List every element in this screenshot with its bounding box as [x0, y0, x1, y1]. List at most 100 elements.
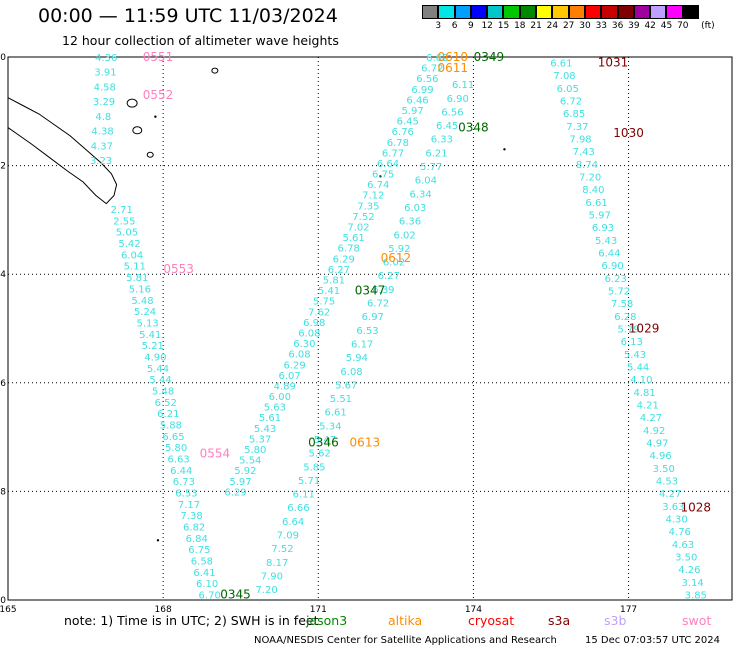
island-dot [154, 115, 157, 118]
wave-height-value: 6.52 [155, 398, 177, 409]
pass-time-label: 0611 [437, 61, 468, 75]
wave-height-value: 6.46 [406, 95, 428, 106]
wave-height-value: 5.67 [335, 380, 357, 391]
wave-height-value: 5.75 [313, 297, 335, 308]
pass-time-label: 0613 [350, 436, 381, 450]
wave-height-value: 5.92 [234, 466, 256, 477]
wave-height-value: 6.02 [394, 230, 416, 241]
wave-height-value: 2.71 [111, 205, 133, 216]
wave-height-value: 7.43 [573, 147, 595, 158]
wave-height-value: 4.53 [656, 477, 678, 488]
pass-time-label: 0347 [355, 283, 386, 297]
legend-label: 12 [481, 21, 493, 31]
wave-height-value: 6.41 [193, 568, 215, 579]
wave-height-value: 6.64 [282, 517, 304, 528]
wave-height-value: 6.99 [411, 85, 433, 96]
wave-height-value: 5.97 [229, 477, 251, 488]
wave-height-value: 6.05 [557, 84, 579, 95]
wave-height-value: 6.93 [592, 223, 614, 234]
wave-height-value: 8.40 [582, 185, 604, 196]
wave-height-value: 5.62 [309, 449, 331, 460]
satellite-s3a: s3a [548, 613, 571, 628]
wave-height-value: 6.17 [351, 339, 373, 350]
wave-height-value: 5.97 [401, 106, 423, 117]
wave-height-value: 5.71 [298, 476, 320, 487]
pass-time-label: 0553 [163, 262, 194, 276]
legend-label: 24 [546, 21, 559, 31]
wave-height-value: 6.74 [367, 180, 389, 191]
wave-height-value: 4.21 [637, 401, 659, 412]
legend-swatch [470, 5, 488, 19]
legend-swatch [536, 5, 553, 19]
legend-label: 70 [677, 21, 689, 31]
wave-height-value: 3.91 [94, 68, 116, 79]
wave-height-value: 5.41 [318, 286, 340, 297]
wave-height-value: 6.61 [324, 408, 346, 419]
wave-height-value: 6.45 [436, 121, 458, 132]
wave-height-value: 7.20 [579, 172, 601, 183]
wave-height-value: 7.20 [255, 585, 277, 596]
wave-height-value: 6.04 [415, 176, 437, 187]
wave-height-value: 6.58 [191, 557, 213, 568]
legend-label: 15 [497, 21, 510, 31]
wave-height-value: 6.82 [183, 523, 205, 534]
wave-height-value: 6.56 [416, 74, 438, 85]
wave-height-value: 7.02 [347, 223, 369, 234]
wave-height-value: 6.00 [269, 392, 291, 403]
timestamp: 15 Dec 07:03:57 UTC 2024 [585, 635, 720, 646]
wave-height-value: 5.43 [595, 236, 617, 247]
island-dot [503, 148, 506, 151]
wave-height-value: 6.34 [409, 189, 431, 200]
wave-height-value: 4.89 [274, 381, 296, 392]
pass-time-label: 0554 [200, 446, 231, 460]
lat-tick-label: -20 [0, 53, 6, 63]
pass-time-label: 1029 [629, 322, 660, 336]
wave-height-value: 6.30 [293, 339, 315, 350]
legend-label: 6 [451, 21, 458, 31]
wave-height-value: 6.10 [196, 579, 218, 590]
satellite-cryosat: cryosat [468, 613, 515, 628]
legend-swatch [454, 5, 471, 19]
wave-height-value: 7.12 [362, 191, 384, 202]
wave-height-value: 4.76 [669, 527, 691, 538]
wave-height-value: 6.21 [425, 148, 447, 159]
wave-height-value: 5.94 [346, 353, 368, 364]
wave-height-value: 5.77 [420, 162, 442, 173]
wave-height-value: 5.05 [116, 228, 138, 239]
legend-label: 36 [611, 21, 624, 31]
wave-height-value: 5.44 [627, 363, 649, 374]
wave-height-value: 6.02 [383, 258, 405, 269]
wave-height-value: 3.63 [662, 502, 684, 513]
wave-height-value: 8.17 [266, 558, 288, 569]
wave-height-value: 6.56 [441, 107, 463, 118]
legend-swatch [487, 5, 504, 19]
lon-tick-label: 165 [0, 605, 17, 615]
wave-height-value: 4.63 [672, 540, 694, 551]
pass-time-label: 1028 [681, 501, 712, 515]
wave-height-value: 6.85 [563, 109, 585, 120]
wave-height-value: 4.36 [95, 53, 117, 64]
wave-height-value: 6.98 [303, 318, 325, 329]
pass-time-label: 1030 [613, 126, 644, 140]
wave-height-value: 4.97 [646, 439, 668, 450]
wave-height-value: 6.77 [382, 148, 404, 159]
wave-height-value: 4.81 [633, 388, 655, 399]
lat-tick-label: -26 [0, 379, 6, 389]
wave-height-value: 5.44 [147, 364, 169, 375]
wave-height-value: 6.13 [621, 337, 643, 348]
wave-height-value: 7.17 [178, 500, 200, 511]
wave-height-value: 7.90 [261, 571, 283, 582]
legend-label: 33 [595, 21, 608, 31]
wave-height-value: 5.43 [254, 424, 276, 435]
wave-height-value: 6.64 [377, 159, 399, 170]
legend-swatch [633, 5, 651, 19]
pass-time-label: 0612 [381, 251, 412, 265]
wave-height-value: 6.08 [340, 367, 362, 378]
wave-height-value: 5.47 [314, 435, 336, 446]
wave-height-value: 3.50 [675, 553, 697, 564]
lon-tick-label: 168 [155, 605, 172, 615]
wave-height-value: 6.11 [293, 490, 315, 501]
wave-height-value: 5.11 [124, 262, 146, 273]
wave-height-value: 3.50 [653, 464, 675, 475]
